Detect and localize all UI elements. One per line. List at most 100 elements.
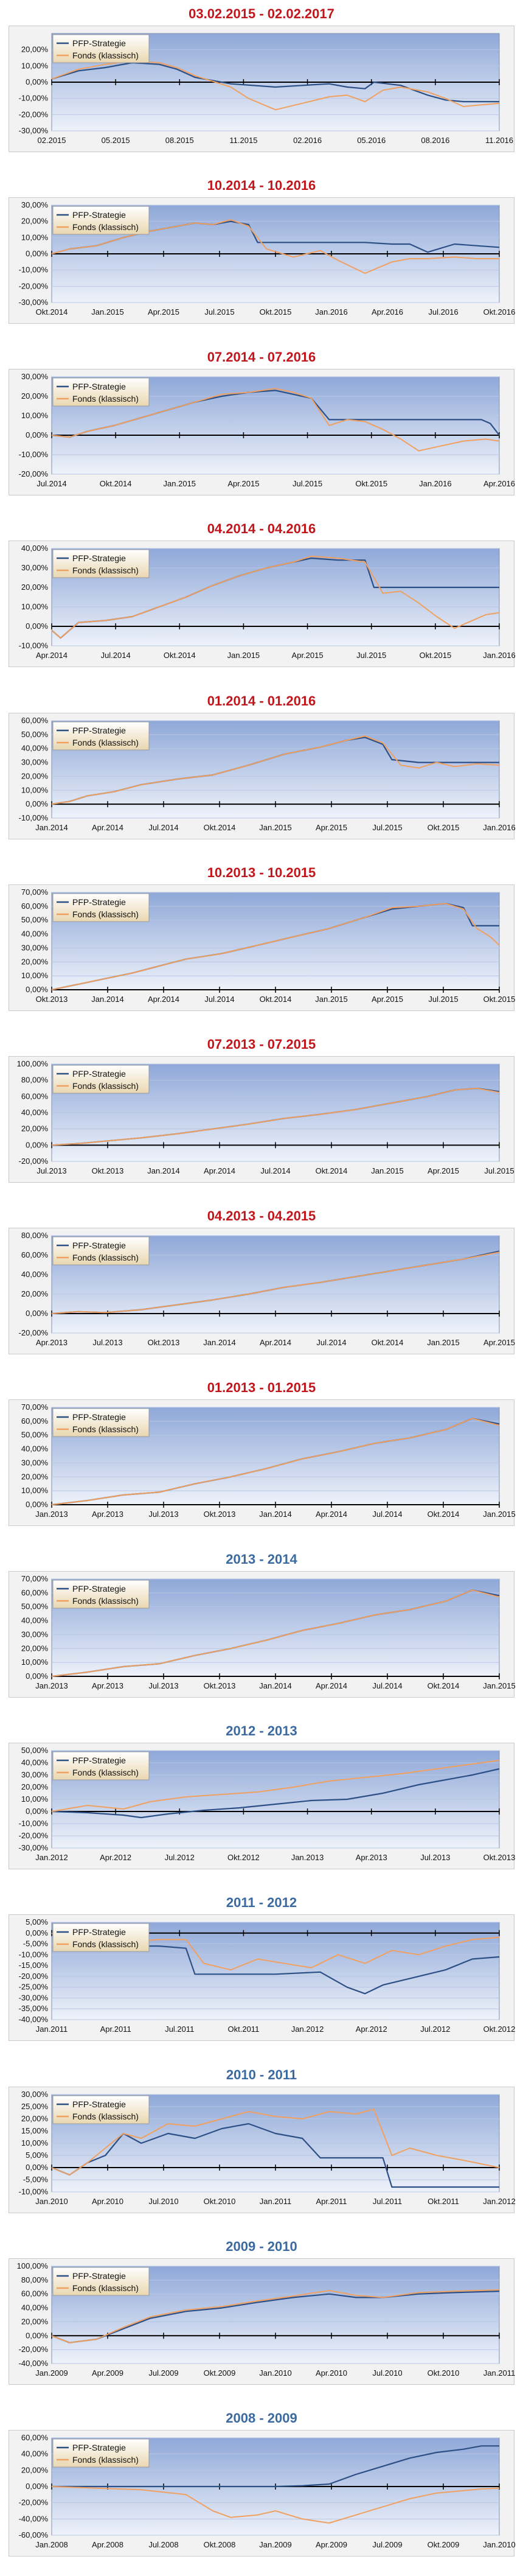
y-tick-label: 50,00% xyxy=(21,1430,49,1440)
y-tick-label: 30,00% xyxy=(21,2090,49,2099)
y-tick-label: -20,00% xyxy=(19,1972,49,1981)
legend-label-fund: Fonds (klassisch) xyxy=(72,909,139,919)
chart-frame: 0,00% 10,00% 20,00% 30,00% 40,00% 50,00% 60,00… xyxy=(9,1399,516,1527)
x-tick-label: Jul.2014 xyxy=(260,1166,290,1175)
chart-frame: 0,00% 10,00% 20,00% 30,00% 40,00% 50,00% 60,00… xyxy=(9,884,516,1011)
x-tick-label: Jan.2013 xyxy=(35,1510,68,1519)
chart-title: 2009 - 2010 xyxy=(226,2238,297,2254)
x-tick-label: Jan.2016 xyxy=(483,823,516,832)
chart-svg: -30,00% -20,00% -10,00% 0,00% 10,00% 20,00% 02… xyxy=(19,33,513,145)
legend-label-fund: Fonds (klassisch) xyxy=(72,2283,139,2293)
legend-label-strategy: PFP-Strategie xyxy=(72,553,126,563)
y-tick-label: 80,00% xyxy=(21,2275,49,2284)
legend-label-fund: Fonds (klassisch) xyxy=(72,222,139,232)
y-tick-label: -20,00% xyxy=(19,2345,49,2354)
y-tick-label: 50,00% xyxy=(21,729,49,738)
chart-svg: -40,00%-35,00%-30,00%-25,00% -20,00% -15,0… xyxy=(19,1917,516,2034)
y-tick-label: -30,00% xyxy=(19,1843,49,1852)
x-tick-label: Jul.2015 xyxy=(484,1166,514,1175)
y-tick-label: 50,00% xyxy=(21,1602,49,1611)
x-tick-label: Okt.2011 xyxy=(428,2197,459,2206)
series-line-fund xyxy=(51,1087,500,1146)
y-tick-label: 0,00% xyxy=(26,621,48,631)
y-tick-label: 40,00% xyxy=(21,743,49,752)
legend-label-strategy: PFP-Strategie xyxy=(72,726,126,735)
y-tick-label: 10,00% xyxy=(21,2138,49,2147)
x-tick-label: 02.2015 xyxy=(38,136,66,145)
y-tick-label: 20,00% xyxy=(21,217,49,226)
x-tick-label: Jan.2016 xyxy=(315,307,348,317)
series-line-fund xyxy=(51,388,500,452)
x-tick-label: Apr.2009 xyxy=(316,2540,347,2549)
x-tick-label: Okt.2014 xyxy=(204,823,236,832)
y-tick-label: 60,00% xyxy=(21,1416,49,1426)
x-tick-label: Apr.2014 xyxy=(36,651,68,660)
chart-svg: -20,00% 0,00% 20,00% 40,00% 60,00% 80,00% 100,… xyxy=(17,1059,514,1175)
y-tick-label: 30,00% xyxy=(21,200,49,209)
chart-title: 2013 - 2014 xyxy=(226,1552,297,1567)
x-tick-label: Jul.2014 xyxy=(204,995,234,1004)
x-tick-label: Jan.2010 xyxy=(483,2540,516,2549)
chart-frame: -10,00% 0,00% 10,00% 20,00% 30,00% 40,00% Apr.… xyxy=(9,541,516,668)
series-line-strategy xyxy=(52,2445,499,2487)
chart-title: 10.2013 - 10.2015 xyxy=(207,864,316,880)
legend-box xyxy=(52,1923,150,1952)
y-tick-label: 20,00% xyxy=(21,45,49,54)
y-tick-label: -20,00% xyxy=(19,2498,49,2507)
y-tick-label: 0,00% xyxy=(26,799,48,808)
series-line-fund xyxy=(51,902,500,990)
chart-panel: 07.2014 - 07.2016 -20,00% -10,00% 0,00% 10,0… xyxy=(0,343,523,515)
x-tick-label: Jul.2012 xyxy=(165,1853,195,1862)
chart-title: 07.2013 - 07.2015 xyxy=(207,1036,316,1052)
x-tick-label: Okt.2015 xyxy=(483,995,516,1004)
y-tick-label: 70,00% xyxy=(21,887,49,897)
y-tick-label: 20,00% xyxy=(21,391,49,401)
legend-label-fund: Fonds (klassisch) xyxy=(72,51,139,60)
chart-svg: 0,00% 10,00% 20,00% 30,00% 40,00% 50,00% 60,00… xyxy=(21,1574,516,1690)
legend-box xyxy=(52,1751,150,1780)
x-tick-label: Apr.2010 xyxy=(316,2368,347,2378)
x-tick-label: Jul.2016 xyxy=(428,307,458,317)
y-tick-label: 100,00% xyxy=(17,1059,49,1068)
y-tick-label: 20,00% xyxy=(21,1782,49,1791)
x-tick-label: Apr.2015 xyxy=(428,1166,459,1175)
series-line-fund xyxy=(51,735,500,805)
chart-panel: 01.2013 - 01.2015 0,00% 10,00% 20,00% 30,00%… xyxy=(0,1374,523,1545)
chart-svg: 0,00% 10,00% 20,00% 30,00% 40,00% 50,00% 60,00… xyxy=(21,887,516,1004)
legend-label-fund: Fonds (klassisch) xyxy=(72,1596,139,1606)
chart-svg: 0,00% 10,00% 20,00% 30,00% 40,00% 50,00% 60,00… xyxy=(21,1402,516,1519)
legend-label-fund: Fonds (klassisch) xyxy=(72,1081,139,1091)
y-tick-label: 40,00% xyxy=(21,1758,49,1767)
y-tick-label: 40,00% xyxy=(21,2449,49,2459)
legend-box xyxy=(52,549,150,578)
legend-label-strategy: PFP-Strategie xyxy=(72,2099,126,2109)
legend-box xyxy=(52,206,150,235)
legend-label-fund: Fonds (klassisch) xyxy=(72,1424,139,1434)
y-tick-label: 20,00% xyxy=(21,2114,49,2123)
y-tick-label: -40,00% xyxy=(19,2015,49,2024)
y-tick-label: -40,00% xyxy=(19,2359,49,2368)
x-tick-label: Jan.2014 xyxy=(259,1510,292,1519)
legend-box xyxy=(52,2438,150,2468)
y-tick-label: -5,00% xyxy=(23,1939,49,1948)
chart-title: 04.2013 - 04.2015 xyxy=(207,1208,316,1223)
y-tick-label: -15,00% xyxy=(19,1961,49,1970)
x-tick-label: Okt.2014 xyxy=(428,1510,460,1519)
x-tick-label: Jul.2014 xyxy=(36,479,66,488)
x-tick-label: Apr.2015 xyxy=(148,307,179,317)
legend-label-strategy: PFP-Strategie xyxy=(72,2443,126,2452)
x-tick-label: Jul.2014 xyxy=(372,1681,402,1690)
y-tick-label: -20,00% xyxy=(19,110,49,119)
y-tick-label: 0,00% xyxy=(26,2163,48,2172)
y-tick-label: 15,00% xyxy=(21,2126,49,2135)
chart-panel: 04.2014 - 04.2016 -10,00% 0,00% 10,00% 20,00… xyxy=(0,515,523,687)
y-tick-label: 0,00% xyxy=(26,2482,48,2491)
series-line-fund xyxy=(51,1418,500,1506)
chart-svg: -10,00% 0,00% 10,00% 20,00% 30,00% 40,00% Apr.… xyxy=(19,544,516,660)
y-tick-label: -30,00% xyxy=(19,126,49,135)
x-tick-label: Apr.2010 xyxy=(92,2197,123,2206)
x-tick-label: Jan.2015 xyxy=(371,1166,404,1175)
chart-panel: 2010 - 2011 -10,00% -5,00% 0,00% 5,00% 10,00%… xyxy=(0,2061,523,2233)
x-tick-label: Okt.2013 xyxy=(92,1166,124,1175)
x-tick-label: Jul.2011 xyxy=(373,2197,402,2206)
